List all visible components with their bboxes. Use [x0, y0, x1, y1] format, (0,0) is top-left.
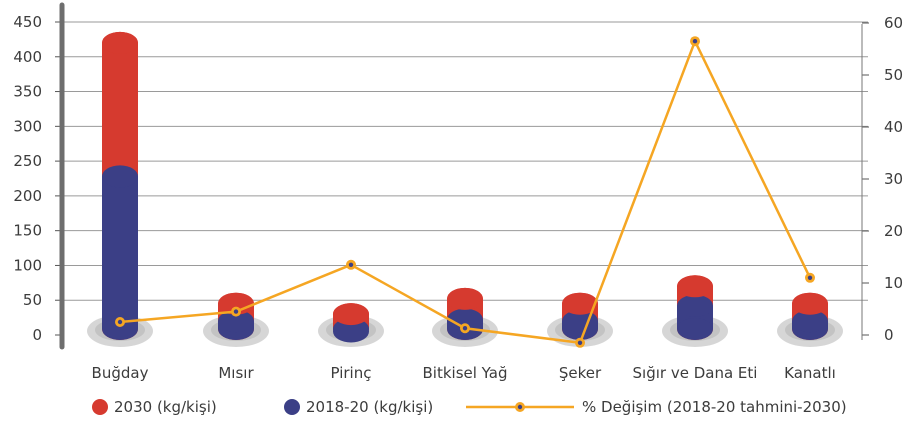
legend-2030-swatch	[92, 399, 108, 415]
bar-2018-20-bottom	[102, 318, 138, 340]
pct-change-point-center	[117, 319, 123, 325]
bars	[87, 31, 843, 347]
category-label: Kanatlı	[784, 364, 836, 382]
right-tick-label: 40	[884, 118, 903, 136]
bar-2018-20	[562, 310, 598, 340]
bar-2030-cap	[677, 275, 713, 298]
bar-2018-20-top	[333, 320, 369, 343]
legend-pct-label: % Değişim (2018-20 tahmini-2030)	[582, 398, 847, 416]
right-tick-label: 60	[884, 14, 903, 32]
grid-lines	[62, 21, 868, 301]
left-tick-label: 400	[13, 48, 42, 66]
right-tick-label: 0	[884, 326, 894, 344]
category-label: Mısır	[218, 364, 254, 382]
bar-2018-20	[218, 310, 254, 340]
bar-2030-cap	[792, 292, 828, 315]
pct-change-point-center	[577, 340, 583, 345]
left-tick-label: 350	[13, 83, 42, 101]
pct-change-point-center	[348, 262, 354, 267]
left-tick-label: 300	[13, 117, 42, 135]
legend-pct-point-center	[517, 404, 523, 410]
pct-change-point-center	[807, 275, 813, 280]
left-tick-label: 50	[23, 291, 42, 309]
bar-2018-20-top	[447, 308, 483, 331]
pct-change-point-center	[233, 309, 239, 314]
legend-2018-20-label: 2018-20 (kg/kişi)	[306, 398, 433, 416]
category-label: Pirinç	[331, 364, 372, 382]
pct-change-point-center	[462, 326, 468, 331]
axes	[55, 2, 869, 350]
category-label: Bitkisel Yağ	[423, 364, 508, 382]
bar-2030-cap	[562, 292, 598, 315]
legend: 2030 (kg/kişi) 2018-20 (kg/kişi) % Değişim…	[92, 398, 847, 416]
bar-2018-20-top	[218, 310, 254, 333]
right-tick-label: 20	[884, 222, 903, 240]
legend-2030-label: 2030 (kg/kişi)	[114, 398, 217, 416]
bar-2018-20	[677, 294, 713, 340]
left-tick-label: 450	[13, 13, 42, 31]
bar-2018-20-top	[792, 310, 828, 333]
category-label: Şeker	[559, 364, 602, 382]
right-tick-label: 50	[884, 66, 903, 84]
left-tick-label: 150	[13, 222, 42, 240]
left-tick-label: 250	[13, 152, 42, 170]
legend-2018-20-swatch	[284, 399, 300, 415]
category-label: Sığır ve Dana Eti	[633, 364, 758, 382]
right-tick-label: 30	[884, 170, 903, 188]
left-tick-label: 200	[13, 187, 42, 205]
axis-labels: 0 50 100 150 200 250 300 350 400 450 0 10 20 30 40 50 60…	[13, 13, 903, 382]
left-tick-label: 100	[13, 256, 42, 274]
left-tick-label: 0	[32, 326, 42, 344]
right-tick-label: 10	[884, 274, 903, 292]
bar-2018-20	[792, 310, 828, 340]
bar-2030-cap	[333, 303, 369, 326]
bar-2030-cap	[447, 287, 483, 310]
bar-2018-20-top	[562, 310, 598, 333]
bar-2018-20	[102, 165, 138, 340]
pct-change-point-center	[692, 39, 698, 44]
line-series	[115, 36, 815, 348]
bar-2018-20-top	[677, 294, 713, 317]
bar-2018-20-top	[102, 165, 138, 188]
category-label: Buğday	[92, 364, 149, 382]
bar-2018-20-body	[102, 176, 138, 329]
bar-2018-20-bottom	[677, 318, 713, 340]
bar-2030-cap	[102, 31, 138, 54]
